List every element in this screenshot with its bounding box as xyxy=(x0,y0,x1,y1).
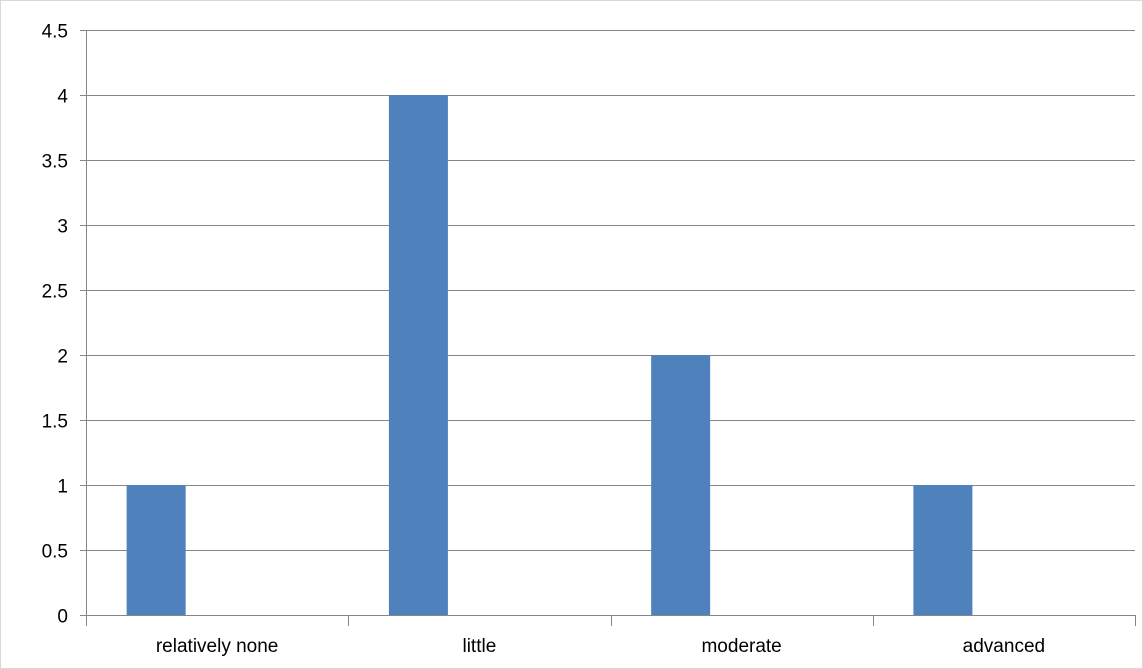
bar-little xyxy=(388,95,448,615)
y-tick-label: 3 xyxy=(57,217,68,238)
tick-labels: 0 0.5 1 1.5 2 2.5 3 3.5 4 4.5 relatively none littl… xyxy=(42,22,1046,658)
bar-moderate xyxy=(651,355,711,615)
y-tick-label: 4.5 xyxy=(42,22,68,43)
y-tick-label: 1 xyxy=(57,477,68,498)
gridlines xyxy=(80,30,1135,551)
x-tick-label: moderate xyxy=(701,636,781,657)
axes xyxy=(80,30,1136,626)
y-tick-label: 1.5 xyxy=(42,412,68,433)
y-tick-label: 3.5 xyxy=(42,152,68,173)
y-tick-label: 4 xyxy=(57,87,68,108)
y-tick-label: 0.5 xyxy=(42,542,68,563)
x-tick-label: little xyxy=(462,636,496,657)
x-tick-label: relatively none xyxy=(156,636,279,657)
bar-advanced xyxy=(913,485,973,615)
y-tick-label: 2.5 xyxy=(42,282,68,303)
bars xyxy=(126,95,973,615)
y-tick-label: 0 xyxy=(57,607,68,628)
y-tick-label: 2 xyxy=(57,347,68,368)
x-tick-label: advanced xyxy=(963,636,1045,657)
bar-relatively-none xyxy=(126,485,186,615)
